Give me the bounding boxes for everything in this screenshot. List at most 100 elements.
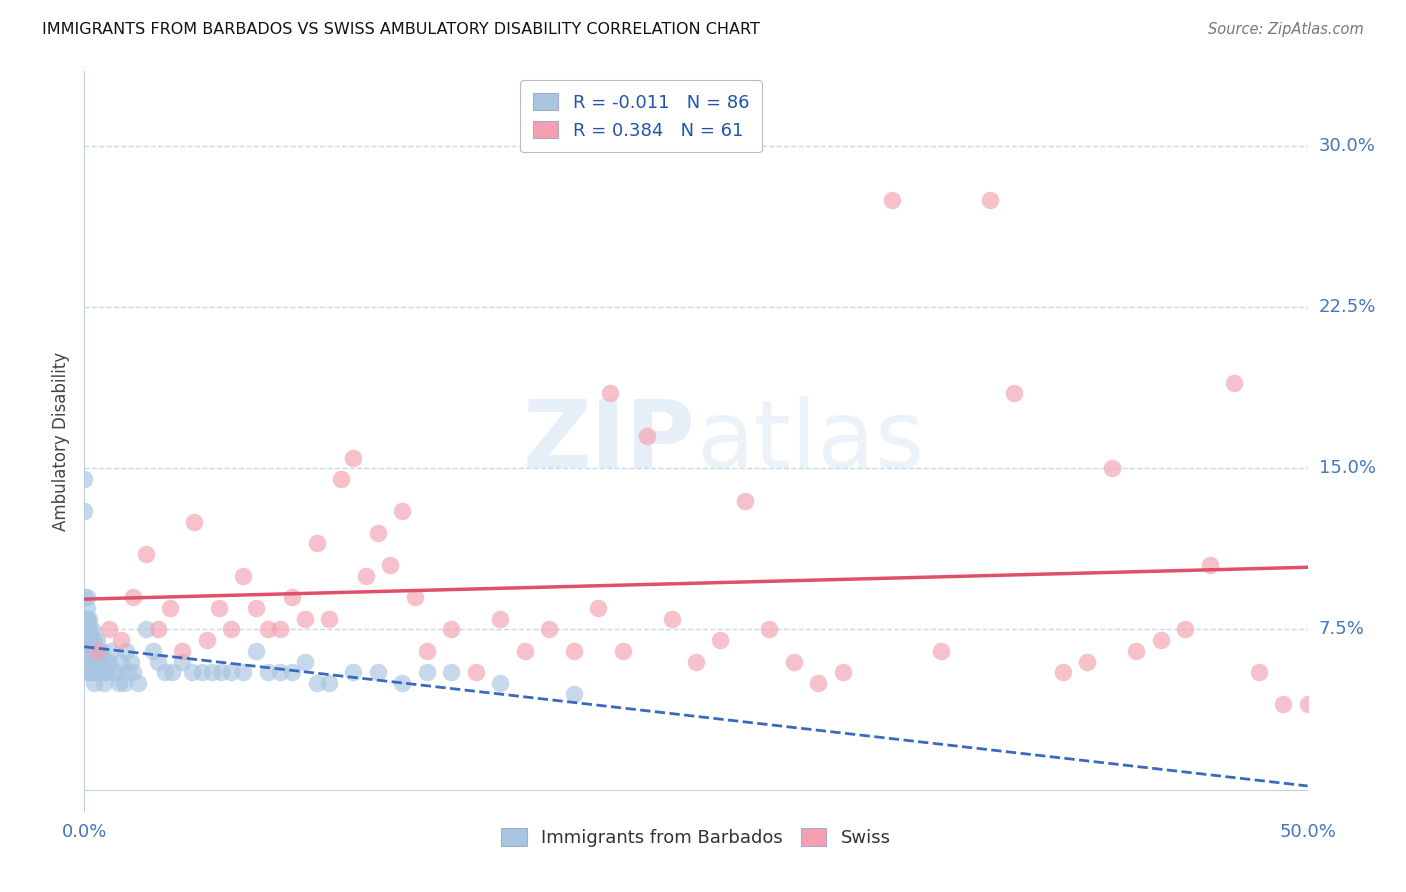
Point	[80, 665, 103, 680]
Point	[96, 655, 118, 669]
Point	[76, 633, 98, 648]
Point	[269, 623, 291, 637]
Point	[80, 655, 103, 669]
Point	[122, 590, 145, 604]
Point	[105, 665, 128, 680]
Point	[146, 623, 169, 637]
Point	[612, 644, 634, 658]
Point	[1198, 558, 1220, 572]
Point	[1052, 665, 1074, 680]
Point	[200, 665, 222, 680]
Point	[76, 633, 98, 648]
Point	[391, 504, 413, 518]
Point	[232, 665, 254, 680]
Point	[219, 623, 242, 637]
Point	[77, 633, 100, 648]
Point	[929, 644, 952, 658]
Point	[96, 665, 118, 680]
Point	[391, 676, 413, 690]
Point	[440, 665, 463, 680]
Point	[354, 568, 377, 582]
Point	[734, 493, 756, 508]
Point	[281, 590, 304, 604]
Point	[159, 600, 181, 615]
Point	[73, 590, 96, 604]
Point	[979, 193, 1001, 207]
Point	[90, 644, 112, 658]
Point	[90, 655, 112, 669]
Point	[83, 655, 105, 669]
Point	[146, 655, 169, 669]
Point	[1174, 623, 1197, 637]
Point	[162, 665, 184, 680]
Point	[191, 665, 214, 680]
Point	[636, 429, 658, 443]
Point	[330, 472, 353, 486]
Point	[110, 655, 132, 669]
Point	[586, 600, 609, 615]
Point	[440, 623, 463, 637]
Point	[181, 665, 204, 680]
Point	[709, 633, 731, 648]
Point	[1223, 376, 1246, 390]
Point	[1296, 698, 1319, 712]
Y-axis label: Ambulatory Disability: Ambulatory Disability	[52, 352, 70, 531]
Point	[172, 655, 194, 669]
Point	[135, 547, 157, 561]
Point	[77, 644, 100, 658]
Point	[86, 665, 108, 680]
Point	[404, 590, 426, 604]
Point	[1101, 461, 1123, 475]
Point	[294, 611, 316, 625]
Point	[112, 676, 135, 690]
Point	[127, 676, 149, 690]
Point	[73, 623, 96, 637]
Text: 15.0%: 15.0%	[1319, 459, 1375, 477]
Point	[77, 623, 100, 637]
Point	[93, 665, 115, 680]
Point	[489, 676, 512, 690]
Point	[77, 623, 100, 637]
Point	[86, 644, 108, 658]
Point	[489, 611, 512, 625]
Text: atlas: atlas	[696, 395, 924, 488]
Text: Source: ZipAtlas.com: Source: ZipAtlas.com	[1208, 22, 1364, 37]
Point	[380, 558, 402, 572]
Text: IMMIGRANTS FROM BARBADOS VS SWISS AMBULATORY DISABILITY CORRELATION CHART: IMMIGRANTS FROM BARBADOS VS SWISS AMBULA…	[42, 22, 761, 37]
Point	[86, 633, 108, 648]
Point	[77, 611, 100, 625]
Point	[77, 665, 100, 680]
Point	[209, 665, 232, 680]
Legend: Immigrants from Barbados, Swiss: Immigrants from Barbados, Swiss	[494, 822, 898, 855]
Point	[103, 665, 125, 680]
Point	[685, 655, 707, 669]
Text: 30.0%: 30.0%	[1319, 137, 1375, 155]
Point	[1150, 633, 1173, 648]
Text: 7.5%: 7.5%	[1319, 620, 1365, 639]
Point	[80, 623, 103, 637]
Point	[73, 472, 96, 486]
Point	[87, 655, 110, 669]
Point	[76, 623, 98, 637]
Point	[73, 504, 96, 518]
Point	[1247, 665, 1270, 680]
Point	[100, 644, 122, 658]
Point	[318, 611, 340, 625]
Point	[661, 611, 683, 625]
Point	[153, 665, 176, 680]
Point	[83, 665, 105, 680]
Point	[245, 600, 267, 615]
Point	[257, 665, 280, 680]
Point	[172, 644, 194, 658]
Point	[135, 623, 157, 637]
Point	[73, 655, 96, 669]
Point	[245, 644, 267, 658]
Point	[294, 655, 316, 669]
Point	[76, 644, 98, 658]
Point	[305, 536, 328, 550]
Point	[107, 676, 129, 690]
Point	[76, 600, 98, 615]
Point	[464, 665, 486, 680]
Point	[122, 665, 145, 680]
Point	[758, 623, 780, 637]
